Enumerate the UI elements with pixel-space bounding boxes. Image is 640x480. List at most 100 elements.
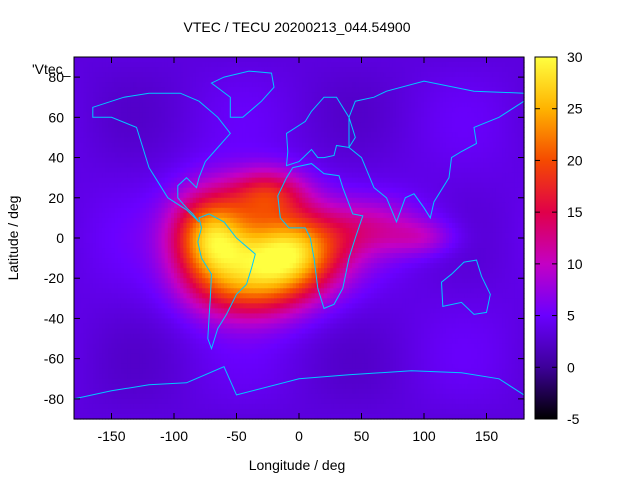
heatmap-cell [108,227,113,234]
heatmap-cell [283,172,288,179]
heatmap-cell [77,207,81,214]
heatmap-cell [336,222,341,229]
heatmap-cell [377,202,381,209]
heatmap-cell [452,87,456,93]
heatmap-cell [280,222,284,229]
heatmap-cell [514,182,519,189]
heatmap-cell [255,177,259,184]
heatmap-cell [445,157,450,164]
heatmap-cell [402,112,406,118]
heatmap-cell [108,132,113,139]
heatmap-cell [345,92,350,98]
heatmap-cell [195,157,200,164]
heatmap-cell [364,92,369,98]
heatmap-cell [189,72,194,78]
heatmap-cell [377,147,381,154]
heatmap-cell [402,167,406,174]
heatmap-cell [174,142,178,149]
heatmap-cell [102,132,106,139]
heatmap-cell [74,177,78,184]
heatmap-cell [464,127,469,134]
heatmap-cell [439,97,444,103]
heatmap-cell [405,82,409,88]
heatmap-cell [502,92,506,98]
heatmap-cell [342,112,347,118]
heatmap-cell [383,107,388,113]
heatmap-cell [411,102,416,108]
heatmap-cell [180,142,184,149]
heatmap-cell [467,82,472,88]
heatmap-cell [489,157,494,164]
heatmap-cell [186,112,191,118]
heatmap-cell [411,142,416,149]
heatmap-cell [120,152,125,159]
heatmap-cell [177,167,181,174]
heatmap-cell [89,67,94,73]
heatmap-cell [277,72,281,78]
heatmap-cell [245,82,250,88]
heatmap-cell [224,57,228,63]
heatmap-cell [133,77,138,83]
heatmap-cell [408,142,413,149]
heatmap-cell [442,217,447,224]
heatmap-cell [352,77,356,83]
heatmap-cell [252,92,256,98]
heatmap-cell [405,117,409,123]
heatmap-cell [361,227,366,234]
heatmap-cell [445,97,450,103]
heatmap-cell [424,202,428,209]
heatmap-cell [152,177,156,184]
heatmap-cell [495,172,500,179]
heatmap-cell [280,107,284,113]
heatmap-cell [324,217,328,224]
heatmap-cell [183,112,188,118]
heatmap-cell [320,217,325,224]
heatmap-cell [333,207,338,214]
heatmap-cell [105,57,109,63]
heatmap-cell [280,212,284,219]
heatmap-cell [264,222,269,229]
heatmap-cell [177,222,181,229]
heatmap-cell [392,182,397,189]
heatmap-cell [80,87,84,93]
heatmap-cell [433,202,438,209]
heatmap-cell [261,132,266,139]
heatmap-cell [508,122,513,128]
heatmap-cell [364,137,369,144]
heatmap-cell [149,172,153,179]
heatmap-cell [477,202,481,209]
heatmap-cell [124,82,128,88]
heatmap-cell [511,192,516,199]
heatmap-cell [489,167,494,174]
heatmap-cell [189,172,194,179]
heatmap-cell [199,212,203,219]
heatmap-cell [136,97,141,103]
heatmap-cell [255,167,259,174]
heatmap-cell [180,87,184,93]
heatmap-cell [214,72,219,78]
heatmap-cell [274,107,278,113]
heatmap-cell [114,192,119,199]
heatmap-cell [330,147,334,154]
heatmap-cell [455,177,459,184]
heatmap-cell [111,107,116,113]
heatmap-cell [242,177,247,184]
heatmap-cell [445,192,450,199]
heatmap-cell [145,132,150,139]
heatmap-cell [399,157,403,164]
heatmap-cell [336,182,341,189]
heatmap-cell [289,212,294,219]
heatmap-cell [342,157,347,164]
heatmap-cell [114,107,119,113]
heatmap-cell [161,207,166,214]
heatmap-cell [130,172,134,179]
heatmap-cell [264,197,269,204]
heatmap-cell [424,127,428,134]
heatmap-cell [402,147,406,154]
heatmap-cell [439,207,444,214]
heatmap-cell [320,197,325,204]
heatmap-cell [295,157,300,164]
heatmap-cell [414,142,419,149]
heatmap-cell [105,127,109,134]
heatmap-cell [130,217,134,224]
